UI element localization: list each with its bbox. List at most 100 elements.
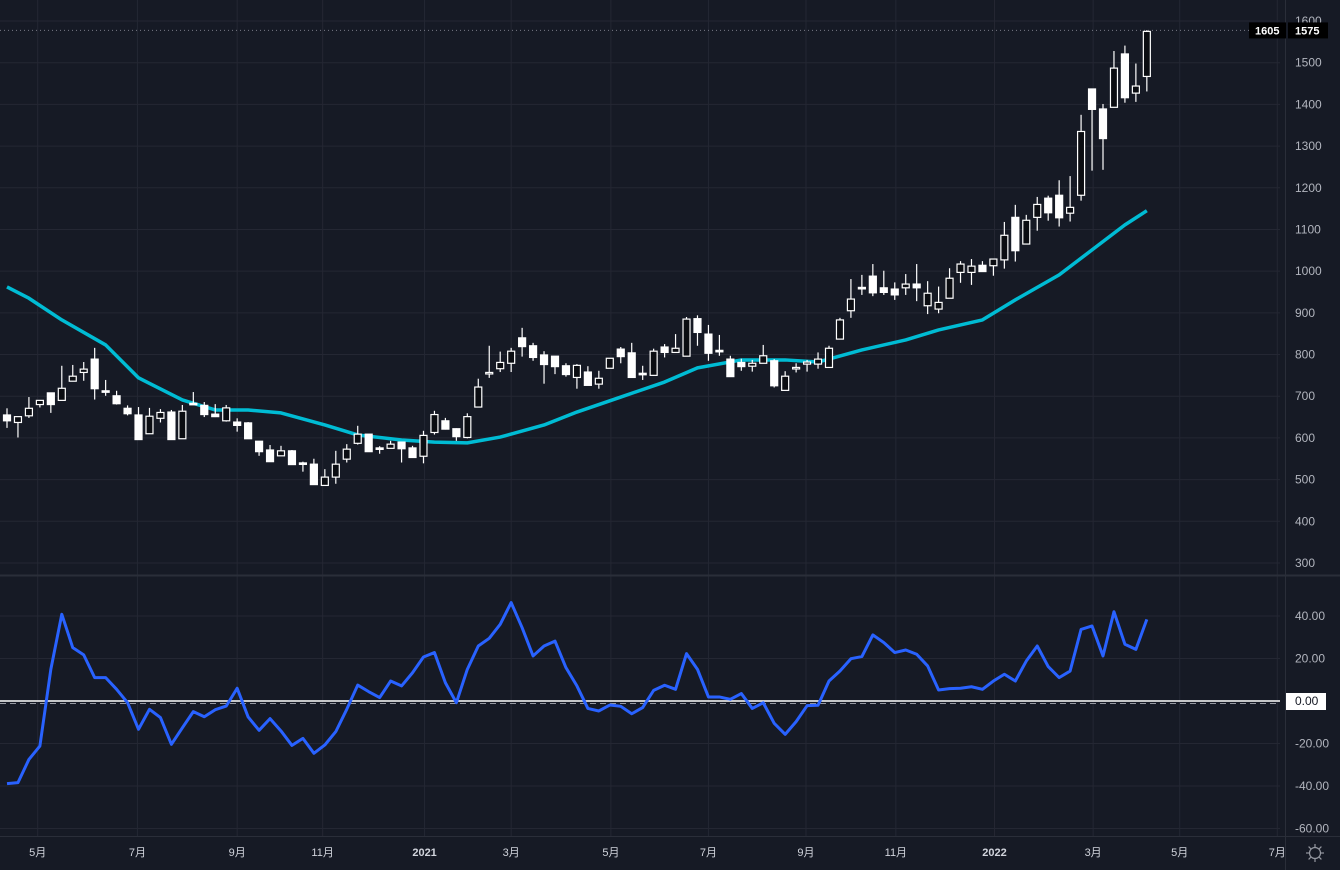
- candle-body: [309, 463, 318, 486]
- candle-up: [342, 444, 351, 463]
- candle-body: [912, 283, 921, 289]
- candle-body: [1066, 206, 1075, 214]
- candle-body: [802, 361, 812, 365]
- candle-body: [518, 337, 527, 348]
- candle-up: [57, 365, 66, 401]
- candle-down: [1087, 88, 1097, 171]
- candle-body: [364, 433, 373, 453]
- candle-up: [572, 364, 582, 389]
- candle-body: [693, 318, 702, 334]
- candle-body: [737, 361, 746, 368]
- candle-body: [934, 301, 943, 310]
- candle-down: [638, 365, 647, 380]
- last-price-label: 1575: [1295, 25, 1319, 37]
- candle-body: [1033, 203, 1042, 218]
- candle-down: [441, 417, 450, 430]
- crosshair-price-label: 1605: [1255, 25, 1279, 37]
- candle-up: [1033, 196, 1042, 231]
- candle-body: [638, 372, 647, 376]
- price-tick-label: 1400: [1295, 97, 1322, 111]
- candle-up: [178, 404, 187, 440]
- candle-body: [748, 362, 757, 367]
- candle-down: [737, 358, 746, 371]
- price-pane[interactable]: [0, 29, 1280, 487]
- candle-up: [496, 351, 505, 373]
- candle-body: [682, 318, 691, 357]
- candle-body: [1000, 234, 1009, 261]
- candle-body: [835, 319, 845, 340]
- candle-body: [594, 377, 603, 385]
- candle-up: [835, 317, 845, 340]
- candle-body: [1120, 53, 1130, 99]
- candle-body: [430, 413, 439, 434]
- candle-body: [967, 265, 976, 273]
- candle-down: [364, 433, 373, 453]
- candle-up: [68, 364, 77, 382]
- candle-down: [561, 363, 571, 377]
- candle-down: [233, 418, 242, 432]
- time-axis-label: 2022: [982, 847, 1006, 859]
- candle-up: [1022, 214, 1031, 245]
- oscillator-line: [6, 601, 1149, 786]
- candle-body: [1044, 197, 1053, 214]
- candle-up: [1131, 63, 1140, 102]
- candle-up: [222, 404, 231, 422]
- candle-body: [1011, 216, 1020, 252]
- candle-body: [145, 415, 154, 435]
- candle-up: [748, 359, 757, 372]
- candle-body: [200, 404, 209, 416]
- candle-down: [298, 461, 308, 472]
- candle-down: [528, 342, 538, 361]
- candle-down: [375, 446, 384, 454]
- candle-body: [408, 447, 417, 459]
- time-axis-label: 5月: [602, 847, 619, 859]
- candle-body: [233, 421, 242, 426]
- candle-down: [2, 408, 12, 428]
- time-axis-label: 3月: [503, 847, 520, 859]
- candle-body: [561, 365, 571, 376]
- oscillator-pane[interactable]: [0, 601, 1280, 786]
- candle-body: [759, 355, 768, 364]
- candle-up: [430, 410, 439, 435]
- oscillator-tick-label: -20.00: [1295, 737, 1329, 751]
- candle-body: [441, 420, 450, 430]
- price-tick-label: 1100: [1295, 222, 1321, 236]
- candle-up: [507, 347, 516, 373]
- time-axis-label: 7月: [129, 847, 146, 859]
- candle-up: [145, 407, 154, 435]
- candle-up: [759, 344, 768, 364]
- candle-body: [90, 358, 99, 390]
- candle-up: [24, 397, 34, 418]
- zero-label-box: [1286, 693, 1326, 710]
- candle-body: [276, 450, 286, 457]
- oscillator-tick-label: -60.00: [1295, 822, 1329, 836]
- candle-down: [912, 264, 921, 302]
- candle-down: [309, 458, 318, 486]
- candle-body: [24, 407, 34, 417]
- candle-down: [693, 315, 702, 346]
- candle-up: [463, 413, 472, 439]
- candle-body: [901, 283, 910, 289]
- candle-body: [956, 263, 965, 273]
- candle-body: [528, 345, 538, 359]
- candle-body: [298, 462, 308, 466]
- candle-body: [824, 347, 834, 369]
- candle-down: [583, 366, 592, 386]
- candle-body: [57, 387, 66, 401]
- candle-up: [923, 281, 932, 315]
- settings-gear-button[interactable]: [1304, 842, 1326, 864]
- candle-body: [265, 449, 275, 463]
- candle-body: [1109, 67, 1119, 108]
- time-axis-label: 11月: [311, 847, 333, 859]
- candle-up: [792, 363, 801, 373]
- candle-body: [397, 441, 406, 450]
- crosshair-price-box: [1249, 22, 1286, 39]
- price-tick-label: 1500: [1295, 56, 1322, 70]
- candle-down: [627, 342, 636, 379]
- candle-down: [101, 379, 110, 396]
- candle-down: [265, 444, 275, 463]
- candle-up: [956, 261, 965, 283]
- candle-body: [167, 411, 176, 441]
